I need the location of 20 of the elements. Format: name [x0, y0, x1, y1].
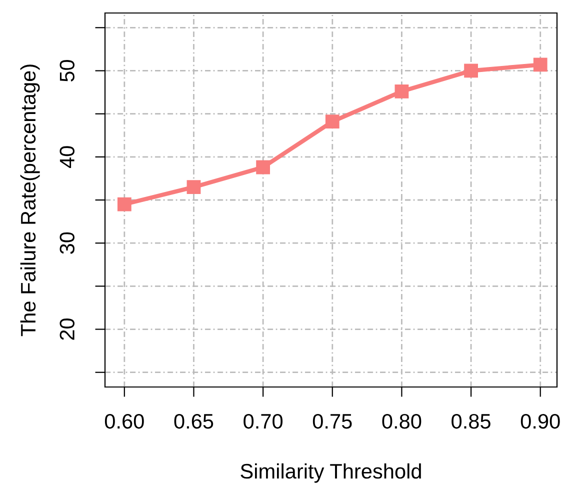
point — [394, 84, 409, 98]
point — [533, 58, 548, 72]
x-tick-label: 0.90 — [520, 414, 560, 429]
point — [464, 64, 478, 78]
x-tick-label: 0.65 — [174, 414, 214, 429]
point — [117, 197, 132, 212]
x-axis-title: Similarity Threshold — [240, 463, 421, 483]
y-tick-label: 40 — [60, 146, 74, 168]
y-tick-label: 20 — [60, 318, 74, 340]
x-tick-label: 0.70 — [244, 414, 283, 429]
y-axis-title: The Failure Rate(percentage) — [20, 64, 40, 336]
y-tick-label: 30 — [60, 232, 74, 254]
point — [186, 180, 201, 194]
x-tick-label: 0.80 — [382, 414, 422, 429]
x-tick-label: 0.60 — [104, 414, 144, 429]
x-tick-label: 0.75 — [312, 414, 352, 429]
point — [256, 160, 270, 174]
y-tick-label: 50 — [60, 60, 74, 82]
x-tick-label: 0.85 — [452, 414, 490, 429]
point — [325, 114, 340, 129]
